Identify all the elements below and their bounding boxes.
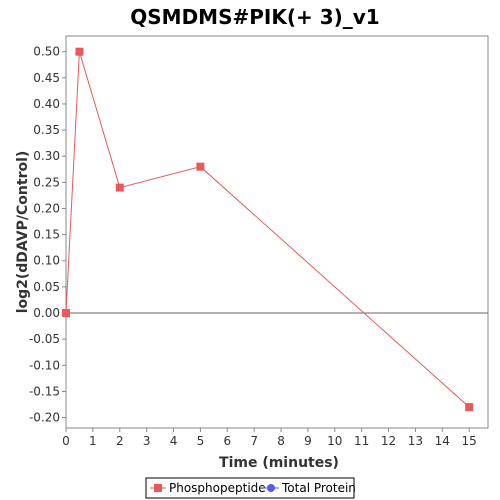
series-layer <box>62 47 474 412</box>
y-tick-label: -0.20 <box>29 411 60 425</box>
x-tick-label: 12 <box>381 434 396 448</box>
y-tick-label: 0.20 <box>33 201 60 215</box>
data-point <box>196 162 205 171</box>
legend-marker <box>154 484 162 492</box>
y-tick-label: 0.10 <box>33 254 60 268</box>
plot-area <box>65 35 489 429</box>
y-tick-label: 0.35 <box>33 123 60 137</box>
y-tick-label: 0.40 <box>33 97 60 111</box>
data-point <box>62 309 70 318</box>
x-tick-label: 15 <box>462 434 477 448</box>
y-tick-label: -0.15 <box>29 384 60 398</box>
x-tick-label: 0 <box>62 434 70 448</box>
y-tick-label: 0.05 <box>33 280 60 294</box>
y-tick-label: 0.00 <box>33 306 60 320</box>
y-tick-label: -0.05 <box>29 332 60 346</box>
x-tick-label: 1 <box>89 434 97 448</box>
legend-marker <box>267 484 275 492</box>
legend-label: Total Protein <box>281 481 356 495</box>
data-point <box>75 47 84 56</box>
x-tick-label: 3 <box>143 434 151 448</box>
y-tick-label: 0.45 <box>33 71 60 85</box>
x-axis-label: Time (minutes) <box>219 455 339 471</box>
x-tick-label: 10 <box>327 434 342 448</box>
x-tick-label: 11 <box>354 434 369 448</box>
x-tick-label: 4 <box>170 434 178 448</box>
x-tick-label: 7 <box>250 434 258 448</box>
x-tick-label: 5 <box>197 434 205 448</box>
x-tick-label: 9 <box>304 434 312 448</box>
y-tick-label: -0.10 <box>29 358 60 372</box>
chart-title: QSMDMS#PIK(+ 3)_v1 <box>130 5 379 29</box>
x-tick-label: 13 <box>408 434 423 448</box>
x-axis: 0 1 2 3 4 5 6 7 8 9 10 11 12 13 14 15 <box>62 428 477 448</box>
legend-box <box>145 477 355 499</box>
legend: Phosphopeptide Total Protein <box>145 477 356 499</box>
y-tick-label: 0.15 <box>33 228 60 242</box>
y-axis: 0.50 0.45 0.40 0.35 0.30 0.25 0.20 0.15 0.10 0.05… <box>29 45 66 425</box>
y-tick-label: 0.25 <box>33 175 60 189</box>
series-line <box>65 51 470 408</box>
legend-label: Phosphopeptide <box>169 481 266 495</box>
x-tick-label: 6 <box>223 434 231 448</box>
y-tick-label: 0.30 <box>33 149 60 163</box>
x-tick-label: 14 <box>435 434 450 448</box>
y-tick-label: 0.50 <box>33 45 60 59</box>
y-axis-label: log2(dDAVP/Control) <box>15 151 31 314</box>
data-point <box>465 403 474 412</box>
data-point <box>115 183 124 192</box>
x-tick-label: 2 <box>116 434 124 448</box>
x-tick-label: 8 <box>277 434 285 448</box>
